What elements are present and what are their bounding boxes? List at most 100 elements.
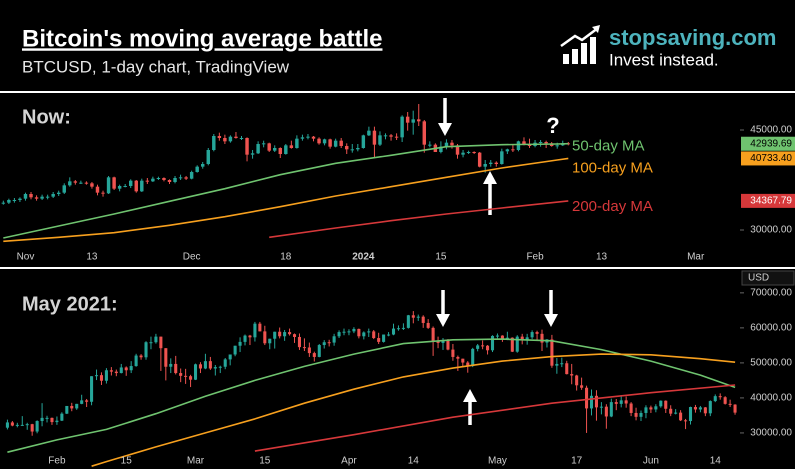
- candle-body: [555, 363, 559, 366]
- ma-line: [3, 157, 569, 243]
- ma-line: [91, 353, 736, 467]
- candle-body: [198, 364, 203, 369]
- title: Bitcoin's moving average battle: [22, 25, 382, 52]
- candle-body: [614, 402, 618, 404]
- candle-body: [486, 345, 490, 351]
- candle-body: [400, 116, 404, 138]
- candle-body: [35, 421, 39, 432]
- ma-line: [254, 384, 736, 452]
- candle-body: [234, 136, 238, 138]
- candle-body: [45, 196, 50, 198]
- candle-body: [239, 138, 244, 139]
- candle-body: [421, 316, 425, 323]
- candle-body: [337, 332, 341, 337]
- candle-body: [411, 315, 415, 318]
- candle-body: [455, 145, 460, 155]
- candle-body: [481, 345, 485, 347]
- candle-body: [263, 331, 267, 344]
- candle-body: [649, 407, 653, 410]
- x-tick-label: Feb: [48, 456, 66, 467]
- candle-body: [90, 376, 94, 402]
- candle-body: [659, 400, 663, 407]
- candle-body: [472, 152, 476, 153]
- candle-body: [20, 424, 24, 426]
- candle-body: [317, 138, 321, 144]
- candle-body: [589, 395, 594, 409]
- candle-body: [79, 182, 83, 184]
- x-tick-label: Dec: [183, 252, 201, 263]
- candle-body: [292, 334, 297, 337]
- candle-body: [228, 354, 232, 360]
- candle-body: [644, 407, 648, 413]
- candle-body: [106, 177, 111, 194]
- candle-body: [357, 328, 361, 337]
- candle-body: [367, 130, 371, 136]
- x-tick-label: Mar: [187, 456, 205, 467]
- candle-body: [307, 347, 311, 354]
- candle-body: [555, 145, 559, 147]
- axis-unit: USD: [748, 273, 769, 284]
- candle-body: [278, 148, 282, 154]
- candle-body: [544, 142, 548, 144]
- candle-body: [184, 375, 188, 377]
- candle-body: [164, 348, 168, 367]
- arrows: [436, 98, 558, 425]
- candle-body: [218, 366, 222, 368]
- candle-body: [575, 375, 579, 386]
- candle-body: [332, 336, 336, 343]
- candle-body: [396, 328, 400, 330]
- candle-body: [256, 144, 260, 154]
- candle-body: [679, 412, 683, 421]
- candle-body: [117, 186, 122, 189]
- candle-body: [206, 150, 210, 164]
- subtitle: BTCUSD, 1-day chart, TradingView: [22, 57, 290, 76]
- candle-body: [733, 404, 737, 413]
- x-tick-label: 15: [435, 252, 447, 263]
- candle-body: [580, 385, 584, 388]
- x-tick-label: May: [488, 456, 507, 467]
- candle-body: [99, 375, 104, 381]
- candle-body: [312, 353, 316, 357]
- candle-body: [345, 146, 349, 150]
- candle-body: [284, 145, 288, 154]
- candle-body: [193, 364, 198, 380]
- candle-body: [30, 424, 34, 432]
- candle-body: [201, 164, 205, 167]
- candle-body: [328, 139, 332, 147]
- candle-body: [223, 138, 227, 142]
- logo-icon: [560, 25, 600, 64]
- candle-body: [708, 401, 712, 414]
- candle-body: [516, 141, 521, 150]
- price-badge-label: 42939.69: [750, 138, 792, 149]
- candle-body: [490, 335, 495, 351]
- candle-body: [140, 180, 144, 192]
- candle-body: [515, 336, 519, 352]
- price-badge-label: 34367.79: [750, 196, 792, 207]
- candle-body: [500, 151, 504, 164]
- candle-body: [688, 407, 693, 422]
- candle-body: [50, 417, 54, 423]
- candle-body: [461, 358, 465, 363]
- candle-body: [5, 422, 9, 428]
- candle-body: [134, 180, 138, 192]
- candle-body: [327, 342, 331, 344]
- candle-body: [664, 400, 668, 409]
- candle-body: [372, 130, 377, 145]
- candle-body: [233, 345, 237, 355]
- candle-body: [522, 141, 526, 144]
- y-tick-label: 30000.00: [750, 428, 792, 439]
- panel-title: Now:: [22, 106, 71, 128]
- candle-body: [634, 412, 638, 417]
- candle-body: [109, 370, 113, 372]
- x-tick-label: 14: [710, 456, 722, 467]
- candle-body: [217, 136, 222, 138]
- candle-body: [530, 332, 534, 338]
- candle-body: [297, 336, 301, 348]
- candle-body: [436, 341, 440, 343]
- candle-body: [333, 140, 338, 147]
- candle-body: [718, 396, 722, 398]
- candle-body: [510, 337, 514, 352]
- candle-body: [178, 177, 183, 179]
- candle-body: [417, 119, 421, 122]
- candle-body: [154, 336, 158, 343]
